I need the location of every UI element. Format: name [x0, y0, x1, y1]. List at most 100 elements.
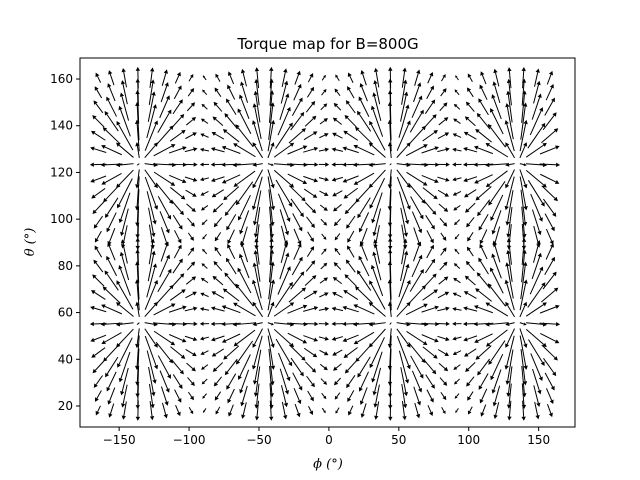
torque-arrow — [547, 71, 553, 85]
torque-arrow — [186, 349, 197, 356]
torque-arrow — [476, 186, 492, 200]
torque-arrow — [274, 329, 294, 347]
torque-arrow — [307, 217, 315, 228]
torque-arrow — [223, 129, 239, 142]
torque-arrow — [454, 104, 460, 110]
torque-arrow — [427, 245, 434, 258]
torque-arrow — [278, 107, 291, 135]
torque-arrow — [354, 173, 374, 185]
torque-arrow — [173, 259, 183, 274]
torque-arrow — [425, 99, 435, 113]
torque-arrow — [424, 273, 437, 287]
torque-arrow — [227, 244, 235, 259]
torque-arrow — [373, 368, 381, 396]
torque-arrow — [226, 98, 236, 114]
torque-arrow — [526, 329, 546, 347]
torque-arrow — [541, 288, 558, 302]
torque-arrow — [465, 276, 476, 285]
torque-arrow — [116, 170, 133, 188]
torque-arrow — [214, 218, 222, 228]
torque-arrow — [369, 163, 386, 167]
y-tick-label: 160 — [50, 72, 73, 86]
torque-arrow — [322, 393, 327, 399]
torque-arrow — [541, 128, 558, 142]
torque-arrow — [359, 96, 369, 116]
torque-arrow — [480, 389, 487, 404]
torque-arrow — [480, 85, 488, 100]
torque-arrow — [438, 349, 449, 355]
torque-arrow — [308, 391, 314, 401]
torque-arrow — [121, 225, 127, 248]
torque-arrow — [211, 147, 225, 152]
x-tick-label: −50 — [246, 433, 271, 447]
torque-arrow — [274, 170, 294, 187]
torque-arrow — [528, 282, 546, 307]
torque-arrow — [319, 307, 329, 311]
torque-arrow — [105, 270, 119, 290]
torque-arrow — [526, 163, 547, 167]
torque-arrow — [189, 407, 193, 414]
torque-arrow — [388, 67, 392, 89]
torque-arrow — [239, 370, 248, 394]
torque-arrow — [239, 210, 248, 234]
torque-arrow — [322, 408, 325, 413]
torque-arrow — [333, 277, 342, 284]
torque-arrow — [466, 377, 474, 387]
torque-arrow — [528, 123, 545, 148]
torque-arrow — [304, 291, 317, 299]
torque-arrow — [455, 394, 459, 399]
torque-arrow — [122, 68, 127, 87]
torque-arrow — [202, 249, 207, 254]
torque-arrow — [440, 262, 448, 270]
torque-arrow — [92, 115, 104, 127]
torque-arrow — [441, 247, 447, 255]
torque-arrow — [172, 201, 184, 215]
torque-arrow — [322, 89, 327, 95]
torque-arrow — [361, 403, 366, 417]
torque-arrow — [120, 209, 128, 236]
x-tick-label: 50 — [391, 433, 406, 447]
torque-arrow — [371, 352, 382, 383]
torque-arrow — [162, 403, 167, 419]
torque-arrow — [304, 131, 317, 139]
torque-arrow — [427, 390, 434, 403]
torque-arrow — [463, 336, 477, 341]
torque-arrow — [93, 260, 102, 273]
torque-arrow — [322, 234, 327, 240]
torque-arrow — [227, 85, 235, 100]
torque-arrow — [233, 322, 256, 326]
torque-arrow — [156, 125, 174, 145]
torque-arrow — [119, 352, 130, 382]
torque-arrow — [442, 407, 446, 414]
torque-arrow — [200, 293, 208, 297]
torque-arrow — [274, 163, 294, 167]
torque-arrow — [464, 349, 476, 357]
torque-arrow — [173, 374, 182, 389]
torque-arrow — [490, 354, 502, 380]
torque-arrow — [424, 360, 436, 374]
x-tick-label: −150 — [103, 433, 136, 447]
torque-arrow — [226, 374, 235, 390]
torque-arrow — [453, 278, 460, 283]
torque-arrow — [175, 230, 182, 243]
torque-arrow — [116, 163, 134, 167]
torque-arrow — [225, 200, 238, 216]
torque-arrow — [120, 252, 129, 280]
torque-arrow — [466, 261, 474, 271]
torque-arrow — [346, 100, 355, 113]
torque-arrow — [294, 388, 301, 404]
torque-arrow — [390, 323, 392, 325]
torque-arrow — [188, 247, 194, 255]
torque-arrow — [453, 119, 460, 124]
torque-arrow — [453, 293, 461, 297]
torque-arrow — [119, 193, 130, 223]
torque-arrow — [174, 245, 181, 259]
torque-arrow — [145, 177, 158, 210]
torque-arrow — [374, 68, 379, 88]
torque-arrow — [308, 232, 314, 242]
torque-arrow — [545, 373, 554, 391]
torque-arrow — [455, 75, 458, 80]
torque-arrow — [212, 276, 222, 285]
torque-arrow — [170, 289, 186, 300]
